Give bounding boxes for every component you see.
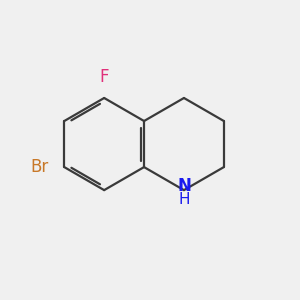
Text: H: H — [178, 191, 190, 206]
Text: F: F — [99, 68, 109, 86]
Text: N: N — [177, 177, 191, 195]
Text: Br: Br — [31, 158, 49, 176]
